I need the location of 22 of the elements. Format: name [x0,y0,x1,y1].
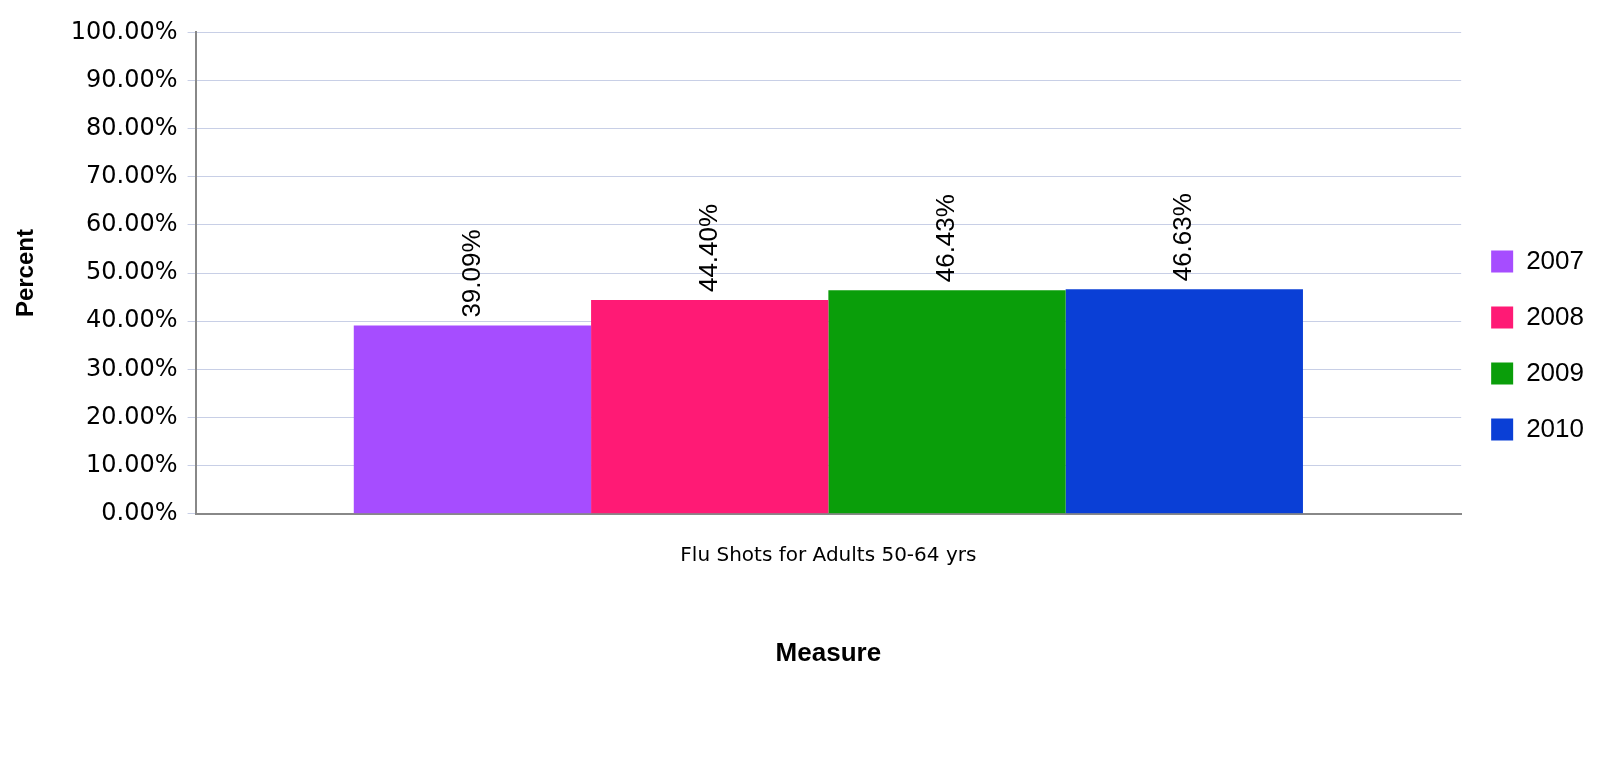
data-label: 44.40% [692,203,723,293]
y-tick-label: 10.00% [86,449,178,478]
y-tick-label: 70.00% [86,161,178,190]
x-axis-title: Measure [775,636,882,667]
data-label: 39.09% [455,229,486,318]
y-tick-label: 100.00% [70,16,178,45]
legend-label: 2008 [1526,300,1584,331]
legend-label: 2010 [1526,412,1584,443]
x-tick-label: Flu Shots for Adults 50-64 yrs [680,542,977,566]
legend-label: 2009 [1526,356,1584,387]
y-tick-label: 20.00% [86,401,178,430]
data-label: 46.43% [930,194,961,283]
y-tick-label: 50.00% [86,257,178,286]
y-tick-label: 90.00% [86,64,178,93]
y-axis-title: Percent [11,229,39,318]
y-tick-label: 60.00% [86,209,178,238]
y-tick-label: 0.00% [101,498,178,527]
data-label: 46.63% [1167,193,1198,282]
legend-label: 2007 [1526,244,1584,275]
y-tick-label: 30.00% [86,353,178,382]
y-tick-label: 80.00% [86,112,178,141]
y-tick-label: 40.00% [86,305,178,334]
